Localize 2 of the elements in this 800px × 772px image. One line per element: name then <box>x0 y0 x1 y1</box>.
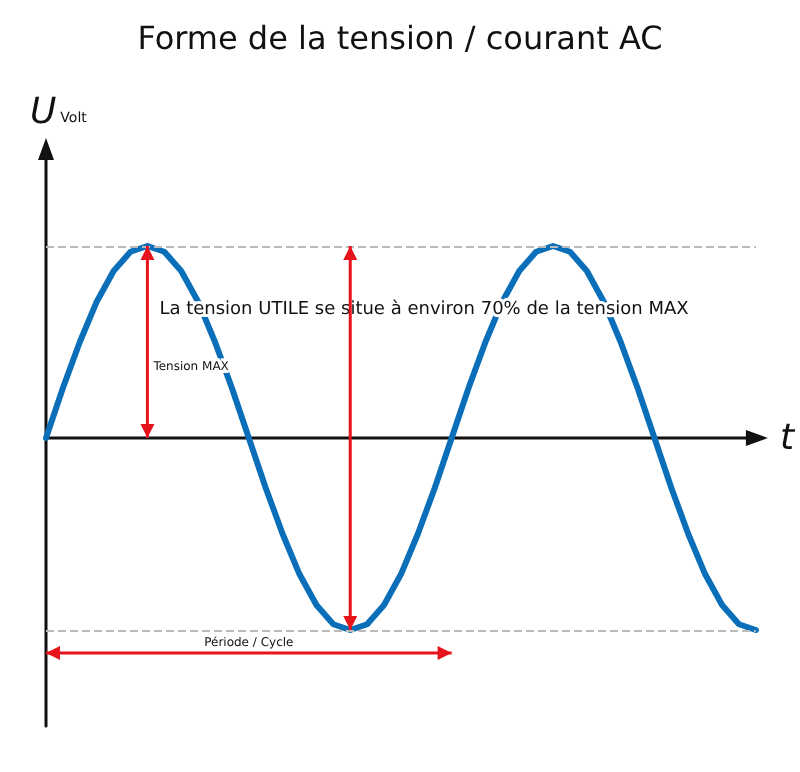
chart-title: Forme de la tension / courant AC <box>137 19 663 57</box>
x-axis-title: t <box>779 417 796 459</box>
